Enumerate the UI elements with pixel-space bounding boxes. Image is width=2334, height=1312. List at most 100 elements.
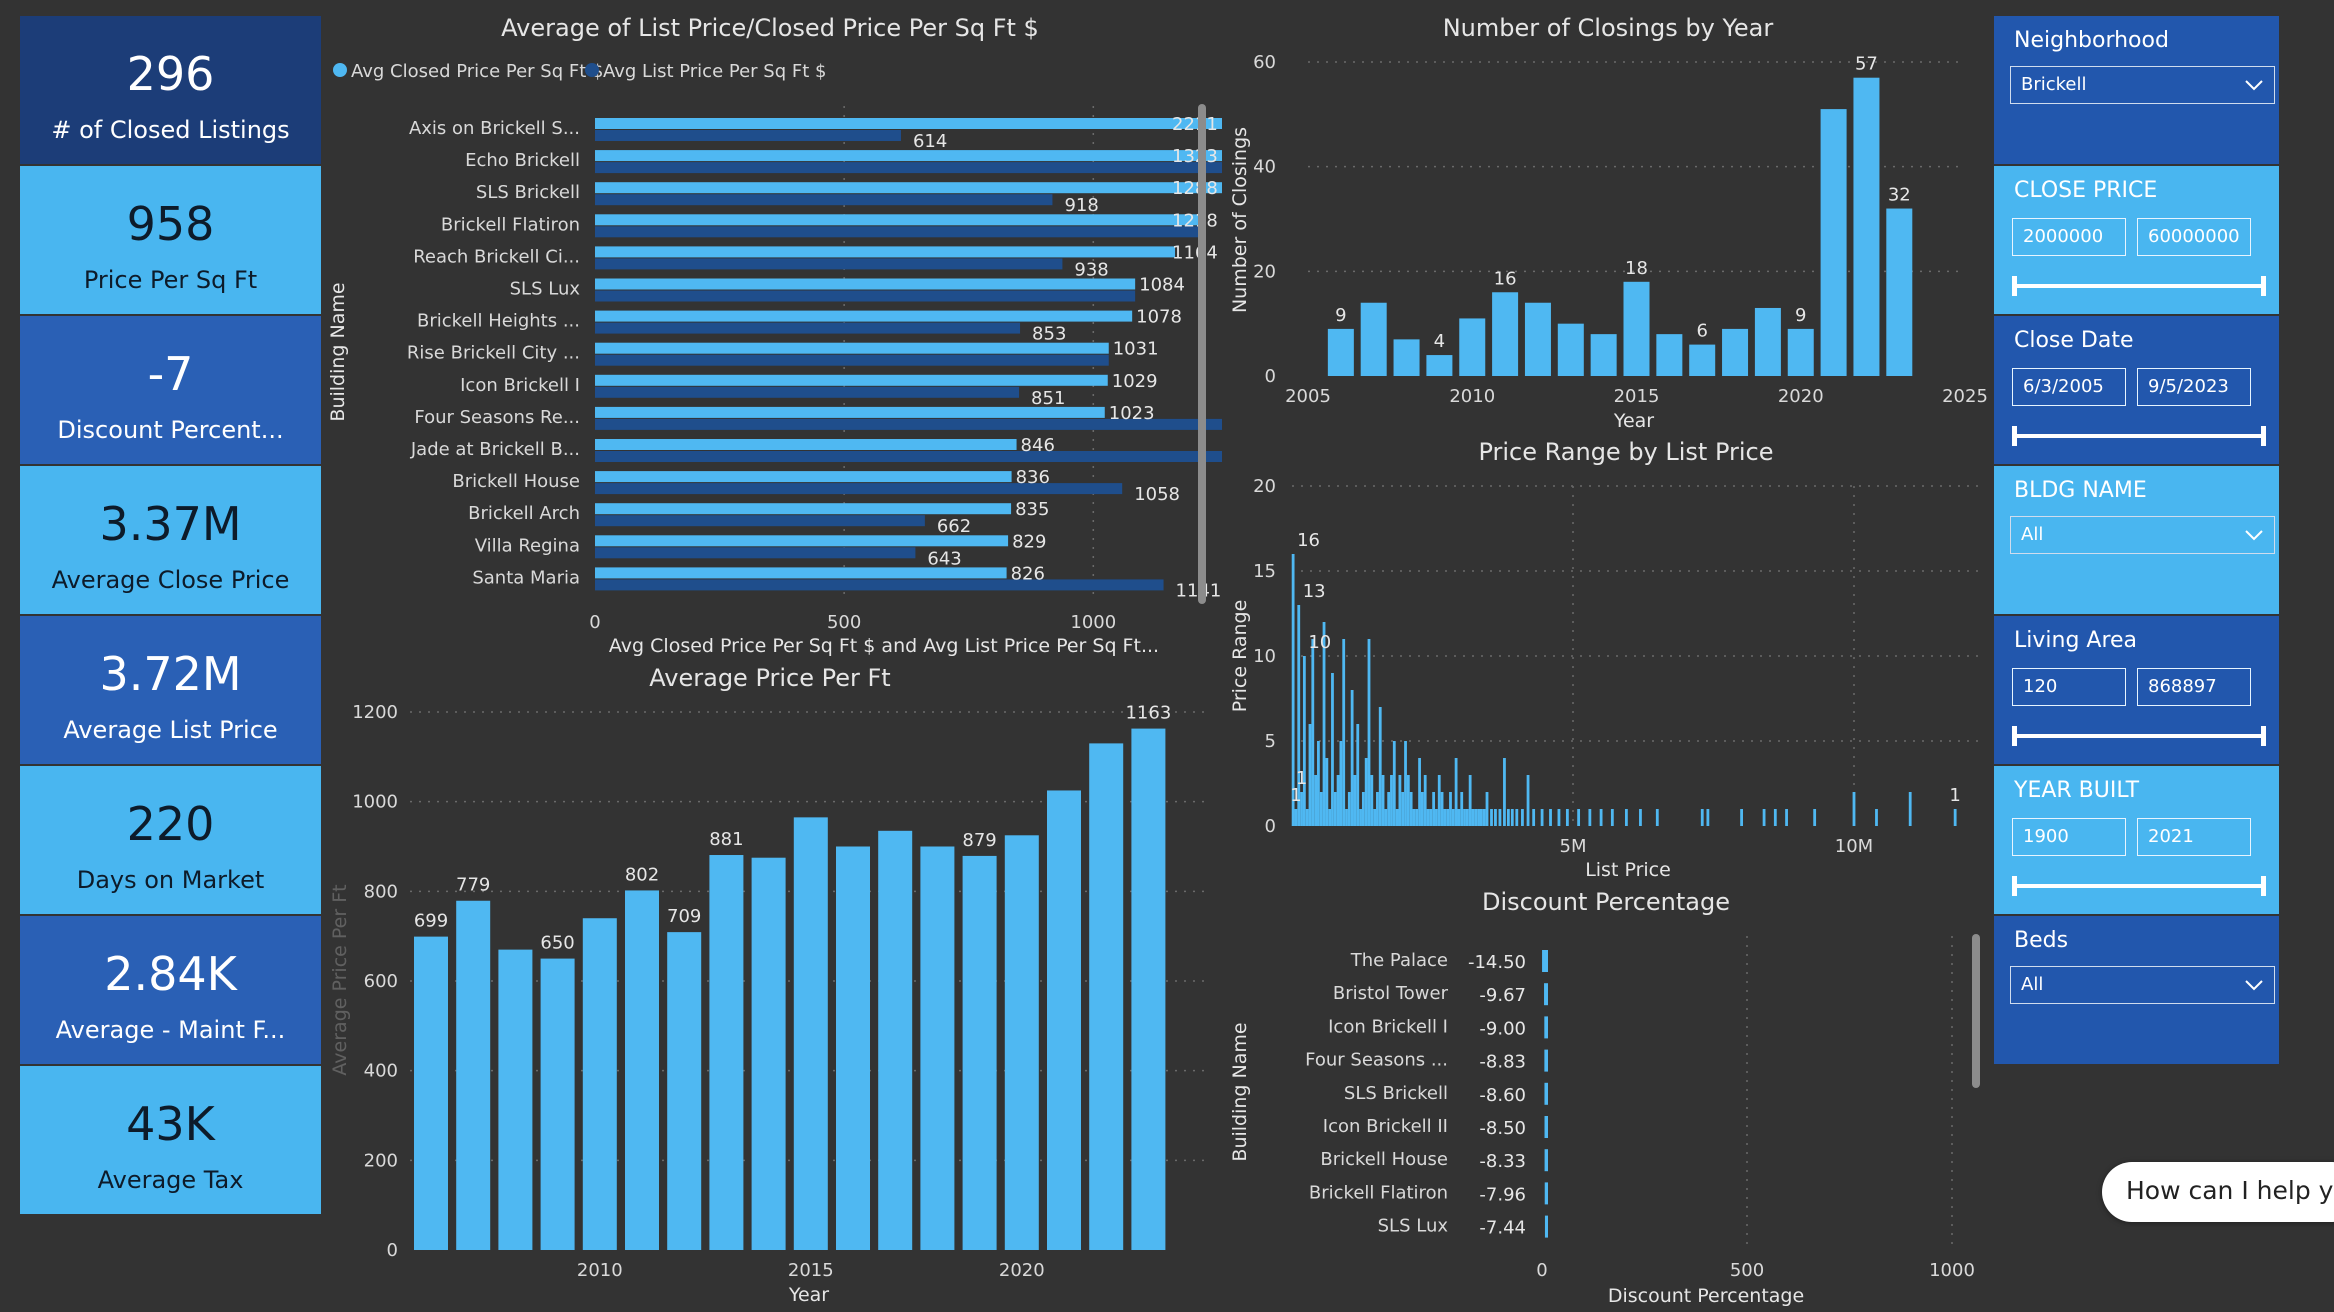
bar xyxy=(1886,208,1913,376)
bar xyxy=(1336,775,1340,826)
bar xyxy=(625,890,659,1250)
bar-list xyxy=(595,386,1020,398)
filter-min-input[interactable]: 6/3/2005 xyxy=(2012,368,2126,406)
discount-scrollbar[interactable] xyxy=(1972,934,1980,1088)
data-label: 853 xyxy=(1032,324,1066,345)
data-label: 835 xyxy=(1015,499,1049,520)
filter-dropdown[interactable]: All xyxy=(2010,966,2275,1004)
bar xyxy=(1347,792,1351,826)
kpi-label: Average Close Price xyxy=(51,566,290,594)
bar xyxy=(1333,792,1337,826)
bar-list xyxy=(595,451,1222,462)
bar xyxy=(1557,323,1584,376)
bar-list xyxy=(595,258,1063,270)
filter-beds: Beds All xyxy=(1994,916,2279,1064)
y-tick-label: 600 xyxy=(364,971,398,992)
range-slider[interactable] xyxy=(2012,276,2266,296)
slider-max-handle[interactable] xyxy=(2261,426,2266,446)
filter-max-input[interactable]: 868897 xyxy=(2137,668,2251,706)
range-slider[interactable] xyxy=(2012,876,2266,896)
bar xyxy=(1360,302,1387,376)
kpi-card: 3.37M Average Close Price xyxy=(20,466,321,614)
chevron-down-icon xyxy=(2244,967,2264,1016)
slider-max-handle[interactable] xyxy=(2261,876,2266,896)
y-tick-label: 10 xyxy=(1253,646,1276,667)
data-label: 16 xyxy=(1494,268,1517,289)
bar-list xyxy=(595,290,1136,302)
data-label: -14.50 xyxy=(1468,952,1526,973)
bar xyxy=(1314,775,1318,826)
category-label: Santa Maria xyxy=(472,567,580,588)
bar xyxy=(1305,809,1309,826)
bar xyxy=(1345,809,1348,826)
filter-min-input[interactable]: 120 xyxy=(2012,668,2126,706)
category-label: Axis on Brickell S... xyxy=(409,118,580,139)
bar xyxy=(1432,792,1436,826)
slider-max-handle[interactable] xyxy=(2261,276,2266,296)
bar xyxy=(1364,758,1368,826)
bar xyxy=(1426,809,1430,826)
filter-min-input[interactable]: 2000000 xyxy=(2012,218,2126,256)
bar xyxy=(1544,1116,1548,1138)
filter-max-input[interactable]: 2021 xyxy=(2137,818,2251,856)
filter-min-input[interactable]: 1900 xyxy=(2012,818,2126,856)
range-slider[interactable] xyxy=(2012,426,2266,446)
bar xyxy=(1370,775,1374,826)
bar xyxy=(1490,809,1493,826)
kpi-value: 2.84K xyxy=(104,947,237,1001)
bar-list xyxy=(595,226,1202,238)
bar-closed xyxy=(595,439,1017,450)
bar xyxy=(1311,639,1315,826)
bar-closed xyxy=(595,503,1012,515)
bar xyxy=(1477,809,1480,826)
slider-min-handle[interactable] xyxy=(2012,276,2017,296)
data-label: 779 xyxy=(456,875,490,896)
chat-assistant-bubble[interactable]: How can I help yo xyxy=(2102,1162,2334,1222)
list-vs-closed-scrollbar[interactable] xyxy=(1198,104,1206,604)
slider-track xyxy=(2012,734,2266,738)
bar xyxy=(751,857,786,1250)
bar xyxy=(1373,809,1377,826)
x-tick-label: 2020 xyxy=(999,1260,1045,1281)
bar xyxy=(1565,809,1569,826)
y-tick-label: 1200 xyxy=(352,702,398,723)
bar-list xyxy=(595,130,901,141)
filter-close-date: Close Date 6/3/2005 9/5/2023 xyxy=(1994,316,2279,464)
data-label: 1031 xyxy=(1113,339,1159,360)
y-tick-label: 800 xyxy=(364,881,398,902)
slider-max-handle[interactable] xyxy=(2261,726,2266,746)
bar-list xyxy=(595,194,1053,206)
x-tick-label: 2010 xyxy=(1449,386,1495,407)
dropdown-value: All xyxy=(2021,524,2044,545)
bar xyxy=(1327,328,1354,376)
slider-min-handle[interactable] xyxy=(2012,426,2017,446)
bar xyxy=(1451,809,1455,826)
bar xyxy=(1342,639,1346,826)
filter-max-input[interactable]: 60000000 xyxy=(2137,218,2251,256)
bar xyxy=(1381,775,1385,826)
bar xyxy=(1474,809,1478,826)
bar xyxy=(1544,1182,1548,1205)
x-tick-label: 2015 xyxy=(1614,386,1660,407)
kpi-label: Average - Maint F... xyxy=(55,1016,286,1044)
slider-min-handle[interactable] xyxy=(2012,726,2017,746)
bar xyxy=(1404,741,1407,826)
data-label: 836 xyxy=(1016,467,1050,488)
filter-max-input[interactable]: 9/5/2023 xyxy=(2137,368,2251,406)
bar xyxy=(1510,809,1514,826)
chart-title: Discount Percentage xyxy=(1482,888,1730,916)
filter-bldg-name: BLDG NAME All xyxy=(1994,466,2279,614)
category-label: SLS Brickell xyxy=(1344,1083,1448,1104)
x-axis-label: List Price xyxy=(1585,859,1671,881)
x-tick-label: 2010 xyxy=(577,1260,623,1281)
bar xyxy=(1459,318,1486,376)
data-label: 57 xyxy=(1855,54,1878,75)
bar xyxy=(1317,741,1320,826)
range-slider[interactable] xyxy=(2012,726,2266,746)
slider-min-handle[interactable] xyxy=(2012,876,2017,896)
data-label: 879 xyxy=(962,830,996,851)
data-label: -8.33 xyxy=(1479,1151,1526,1172)
bar xyxy=(1544,1215,1548,1238)
filter-dropdown[interactable]: Brickell xyxy=(2010,66,2275,104)
filter-dropdown[interactable]: All xyxy=(2010,516,2275,554)
